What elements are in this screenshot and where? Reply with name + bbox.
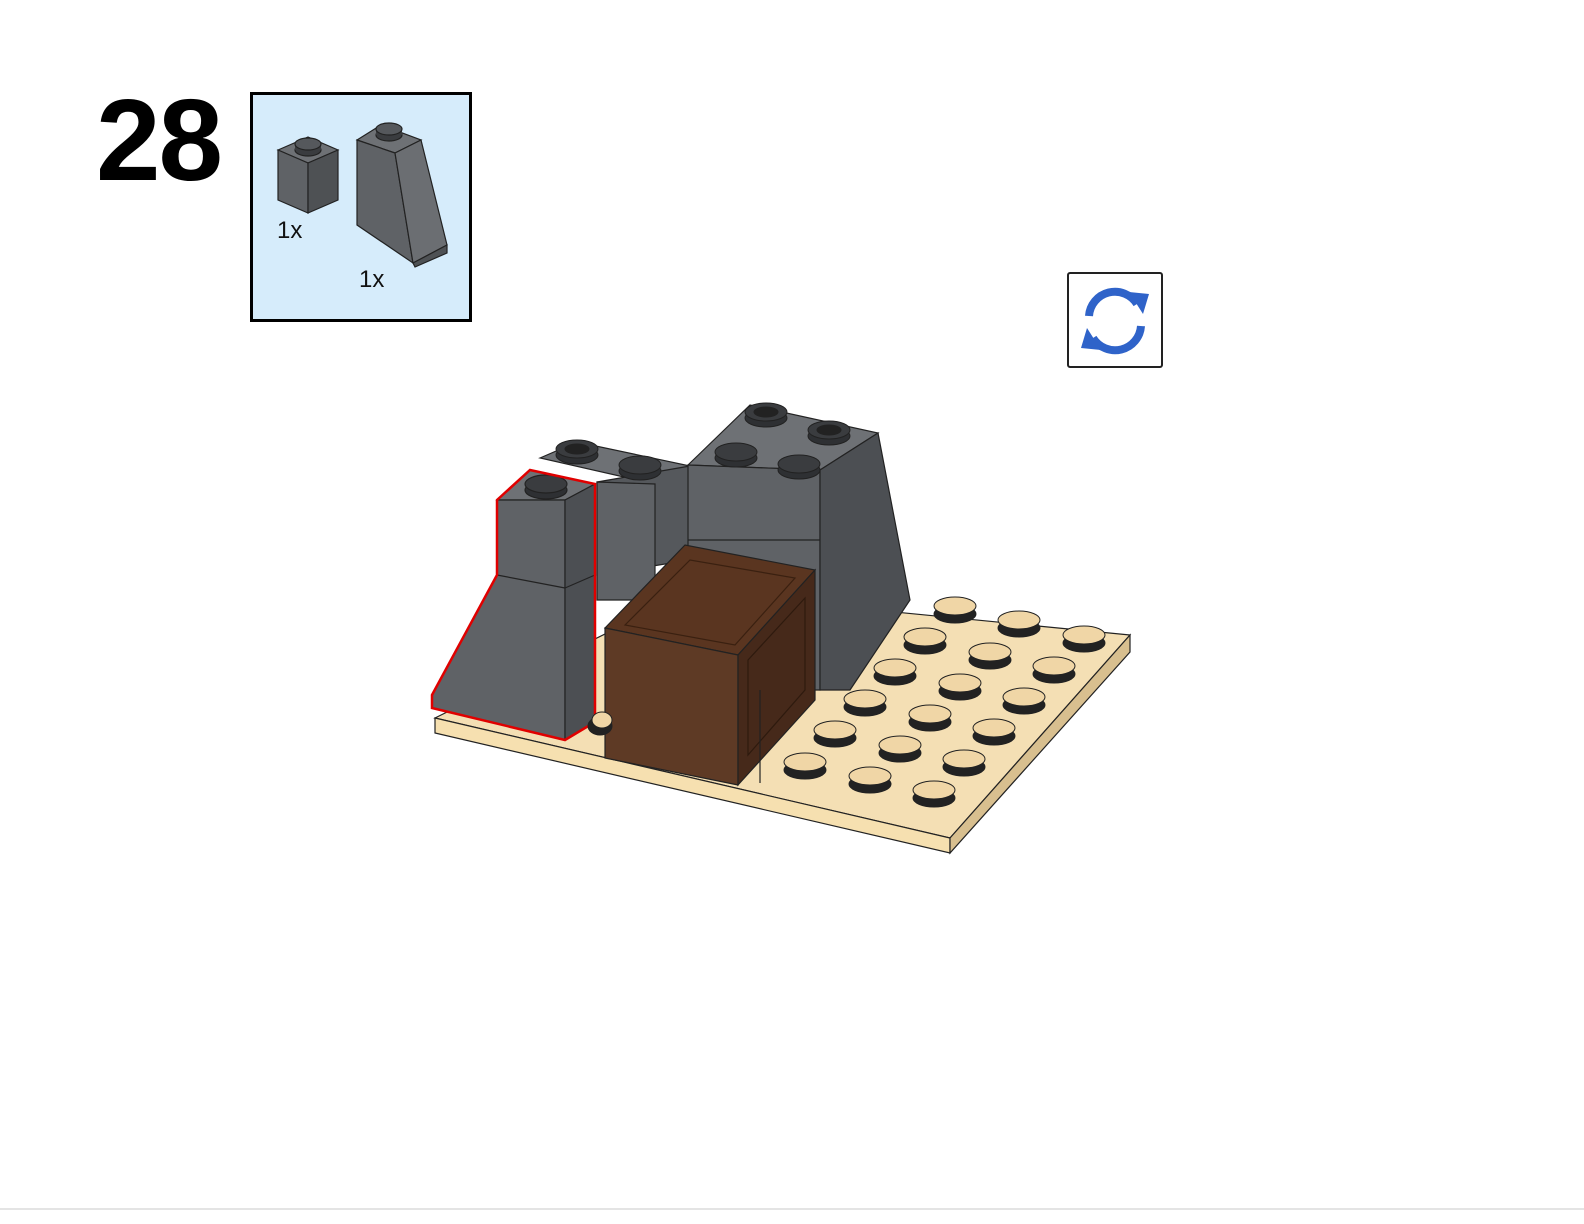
rotate-view-button[interactable] bbox=[1067, 272, 1163, 368]
rotate-arrows-icon bbox=[1081, 287, 1149, 355]
brick-1x1-part-icon bbox=[276, 136, 340, 214]
page-bottom-divider bbox=[0, 1208, 1584, 1210]
part-quantity-brick: 1x bbox=[277, 217, 303, 244]
brown-crate bbox=[603, 544, 817, 787]
parts-list-callout: 1x 1x bbox=[250, 92, 472, 322]
parts-illustration bbox=[276, 122, 448, 268]
highlighted-new-parts bbox=[430, 468, 597, 742]
slope-brick-part-icon bbox=[355, 122, 448, 268]
tower-studs bbox=[555, 402, 851, 481]
part-quantity-slope: 1x bbox=[359, 266, 385, 293]
step-number: 28 bbox=[96, 75, 223, 205]
plate-studs bbox=[587, 596, 1106, 808]
